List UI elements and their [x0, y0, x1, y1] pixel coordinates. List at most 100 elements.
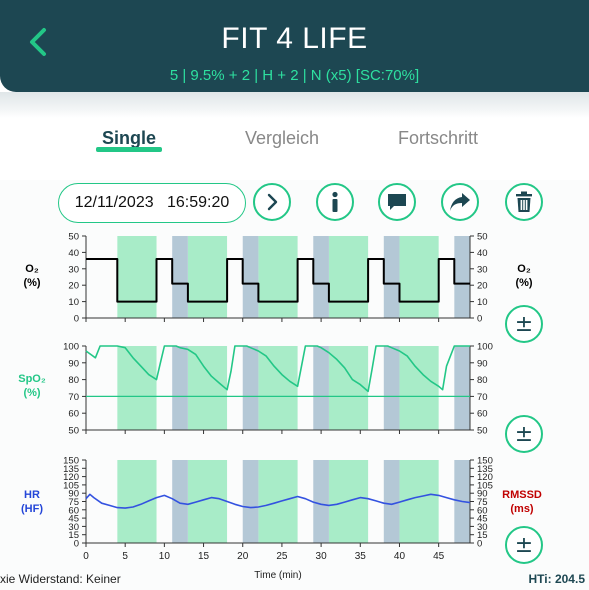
hr-axis-label: HR (HF)	[21, 489, 43, 515]
back-button[interactable]	[18, 22, 58, 62]
x-tick-label: 0	[83, 551, 89, 562]
plus-minus-icon: ±	[514, 532, 534, 558]
y-tick-label: 90	[68, 489, 79, 500]
hypoxia-band	[399, 236, 439, 318]
recovery-band	[313, 236, 329, 318]
tab-single[interactable]: Single	[102, 128, 157, 148]
y-tick-label: 105	[63, 480, 79, 491]
x-tick-label: 25	[276, 551, 288, 562]
hypoxia-band	[117, 346, 157, 430]
recovery-band	[383, 460, 400, 543]
hypoxia-band	[399, 460, 439, 543]
trash-icon	[516, 191, 532, 212]
y-tick-label: 10	[68, 297, 79, 308]
x-tick-label: 35	[355, 551, 367, 562]
share-button[interactable]	[441, 183, 479, 221]
hypoxia-band	[328, 346, 369, 430]
x-tick-label: 30	[316, 551, 328, 562]
y-tick-label: 100	[477, 342, 493, 353]
y-tick-label: 150	[477, 456, 493, 467]
y-tick-label: 70	[477, 392, 488, 403]
recovery-band	[172, 460, 188, 543]
header-shadow	[0, 92, 589, 118]
y-tick-label: 60	[477, 409, 488, 420]
y-tick-label: 75	[477, 497, 488, 508]
y-tick-label: 120	[477, 472, 493, 483]
next-session-button[interactable]	[253, 183, 291, 221]
info-button[interactable]	[316, 183, 354, 221]
y-tick-label: 80	[477, 375, 488, 386]
page-title: FIT 4 LIFE	[221, 22, 368, 55]
y-tick-label: 30	[477, 522, 488, 533]
hr-zoom-button[interactable]: ±	[505, 526, 543, 564]
hypoxia-band	[117, 460, 157, 543]
o2-right-axis-label: O₂ (%)	[515, 263, 533, 289]
y-tick-label: 90	[477, 489, 488, 500]
o2-zoom-button[interactable]: ±	[505, 305, 543, 343]
spo2-chart-line	[85, 345, 470, 393]
y-tick-label: 45	[477, 514, 488, 525]
y-tick-label: 100	[63, 342, 79, 353]
recovery-band	[454, 346, 470, 430]
y-tick-label: 50	[68, 232, 79, 243]
hr-chart-line	[85, 493, 471, 509]
y-tick-label: 75	[68, 497, 79, 508]
resistance-label: xie Widerstand: Keiner	[0, 572, 121, 586]
y-tick-label: 40	[68, 248, 79, 259]
hypoxia-band	[399, 346, 439, 430]
hypoxia-band	[117, 236, 157, 318]
hypoxia-band	[328, 236, 369, 318]
y-tick-label: 30	[68, 264, 79, 275]
y-tick-label: 0	[477, 314, 482, 325]
y-tick-label: 50	[477, 426, 488, 437]
session-datetime-field[interactable]: 12/11/2023 16:59:20	[58, 183, 246, 223]
y-tick-label: 0	[74, 314, 79, 325]
y-tick-label: 40	[477, 248, 488, 259]
spo2-axis-label: SpO₂ (%)	[18, 373, 46, 399]
y-tick-label: 90	[477, 358, 488, 369]
y-tick-label: 15	[68, 530, 79, 541]
y-tick-label: 135	[477, 464, 493, 475]
y-tick-label: 60	[68, 409, 79, 420]
info-icon	[332, 191, 338, 212]
recovery-band	[454, 236, 470, 318]
recovery-band	[242, 460, 259, 543]
x-tick-label: 10	[159, 551, 171, 562]
y-tick-label: 30	[68, 522, 79, 533]
y-tick-label: 90	[68, 358, 79, 369]
comment-button[interactable]	[378, 183, 416, 221]
recovery-band	[242, 346, 259, 430]
y-tick-label: 0	[477, 539, 482, 550]
y-tick-label: 60	[68, 505, 79, 516]
delete-button[interactable]	[505, 183, 543, 221]
plus-minus-icon: ±	[514, 311, 534, 337]
recovery-band	[383, 346, 400, 430]
chevron-right-icon	[267, 193, 278, 211]
comment-icon	[388, 194, 406, 210]
y-tick-label: 20	[477, 281, 488, 292]
hti-value: HTi: 204.5	[528, 572, 585, 586]
y-tick-label: 30	[477, 264, 488, 275]
spo2-zoom-button[interactable]: ±	[505, 415, 543, 453]
y-tick-label: 135	[63, 464, 79, 475]
recovery-band	[242, 236, 259, 318]
recovery-band	[383, 236, 400, 318]
x-tick-label: 5	[122, 551, 128, 562]
recovery-band	[313, 346, 329, 430]
recovery-band	[313, 460, 329, 543]
rmssd-axis-label: RMSSD (ms)	[502, 489, 542, 515]
y-tick-label: 120	[63, 472, 79, 483]
recovery-band	[172, 236, 188, 318]
hypoxia-band	[258, 236, 298, 318]
x-tick-label: 40	[394, 551, 406, 562]
tab-vergleich[interactable]: Vergleich	[245, 128, 320, 148]
y-tick-label: 50	[477, 232, 488, 243]
y-tick-label: 15	[477, 530, 488, 541]
share-icon	[450, 193, 470, 211]
hypoxia-band	[187, 460, 228, 543]
x-axis-title: Time (min)	[254, 570, 301, 581]
active-tab-indicator	[96, 147, 162, 152]
hypoxia-band	[187, 236, 228, 318]
tab-fortschritt[interactable]: Fortschritt	[398, 128, 479, 148]
y-tick-label: 80	[68, 375, 79, 386]
